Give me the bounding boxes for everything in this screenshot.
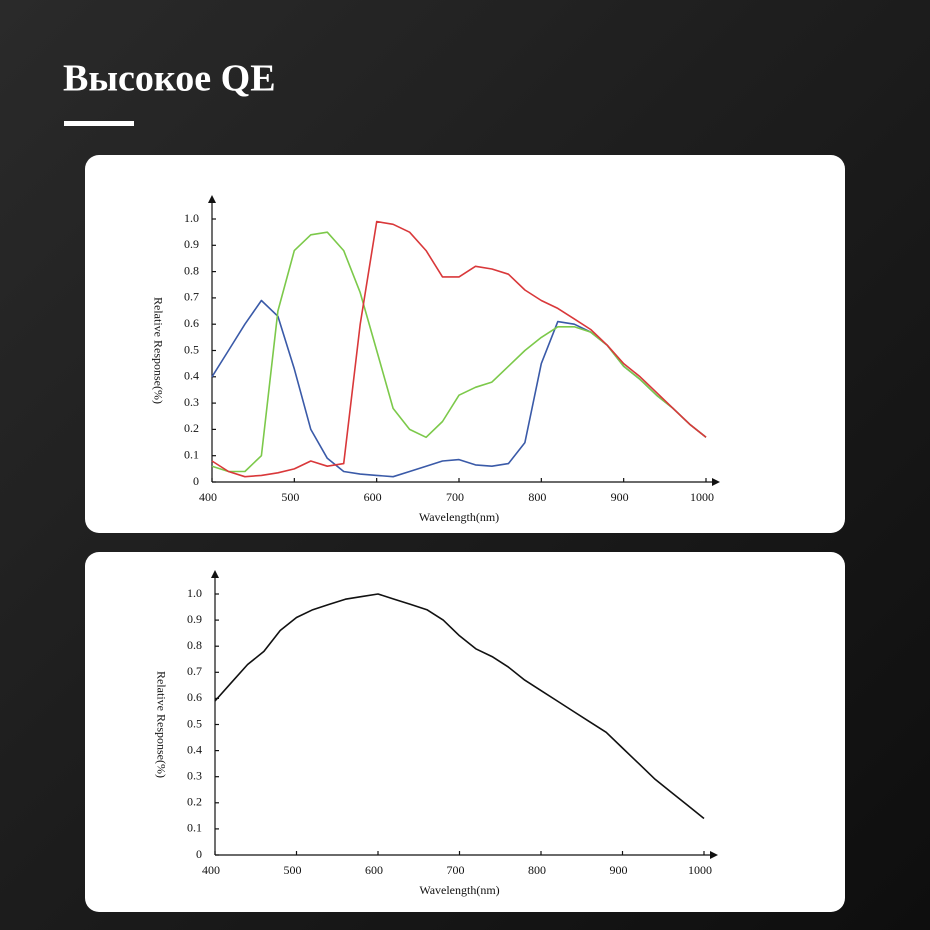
- series-line: [211, 220, 707, 478]
- y-tick-label: 0.2: [184, 421, 199, 435]
- series-line: [214, 593, 705, 820]
- y-tick-label: 0: [193, 474, 199, 488]
- y-axis-arrow: [208, 195, 216, 203]
- y-tick-label: 0: [196, 847, 202, 861]
- x-tick-label: 500: [281, 490, 299, 504]
- y-tick-label: 0.5: [187, 716, 202, 730]
- y-axis-label: Relative Response(%): [154, 671, 168, 778]
- x-tick-label: 900: [610, 863, 628, 877]
- x-tick-label: 900: [611, 490, 629, 504]
- x-tick-label: 400: [199, 490, 217, 504]
- x-tick-label: 800: [528, 863, 546, 877]
- y-tick-label: 0.9: [187, 612, 202, 626]
- x-tick-label: 700: [447, 863, 465, 877]
- x-tick-label: 800: [528, 490, 546, 504]
- y-tick-label: 1.0: [184, 211, 199, 225]
- x-axis-label: Wavelength(nm): [419, 510, 499, 524]
- x-tick-label: 600: [365, 863, 383, 877]
- y-axis-label: Relative Response(%): [151, 297, 165, 404]
- x-tick-label: 700: [446, 490, 464, 504]
- title-underline: [64, 121, 134, 126]
- y-tick-label: 0.7: [184, 290, 199, 304]
- x-tick-label: 600: [364, 490, 382, 504]
- x-axis-label: Wavelength(nm): [419, 883, 499, 897]
- y-tick-label: 0.9: [184, 237, 199, 251]
- x-tick-label: 1000: [688, 863, 712, 877]
- card: [85, 155, 845, 533]
- y-tick-label: 0.4: [187, 742, 202, 756]
- y-tick-label: 0.3: [184, 395, 199, 409]
- x-axis-arrow: [710, 851, 718, 859]
- x-tick-label: 1000: [690, 490, 714, 504]
- card: [85, 552, 845, 912]
- y-tick-label: 0.2: [187, 795, 202, 809]
- y-tick-label: 0.1: [184, 447, 199, 461]
- y-tick-label: 0.6: [187, 690, 202, 704]
- x-axis-arrow: [712, 478, 720, 486]
- y-axis-arrow: [211, 570, 219, 578]
- y-tick-label: 0.7: [187, 664, 202, 678]
- series-line: [211, 231, 707, 473]
- y-tick-label: 0.5: [184, 342, 199, 356]
- x-tick-label: 400: [202, 863, 220, 877]
- page-title: Высокое QE: [63, 58, 276, 100]
- y-tick-label: 0.8: [184, 263, 199, 277]
- y-tick-label: 0.4: [184, 369, 199, 383]
- y-tick-label: 1.0: [187, 586, 202, 600]
- y-tick-label: 0.3: [187, 768, 202, 782]
- y-tick-label: 0.1: [187, 821, 202, 835]
- y-tick-label: 0.6: [184, 316, 199, 330]
- x-tick-label: 500: [284, 863, 302, 877]
- y-tick-label: 0.8: [187, 638, 202, 652]
